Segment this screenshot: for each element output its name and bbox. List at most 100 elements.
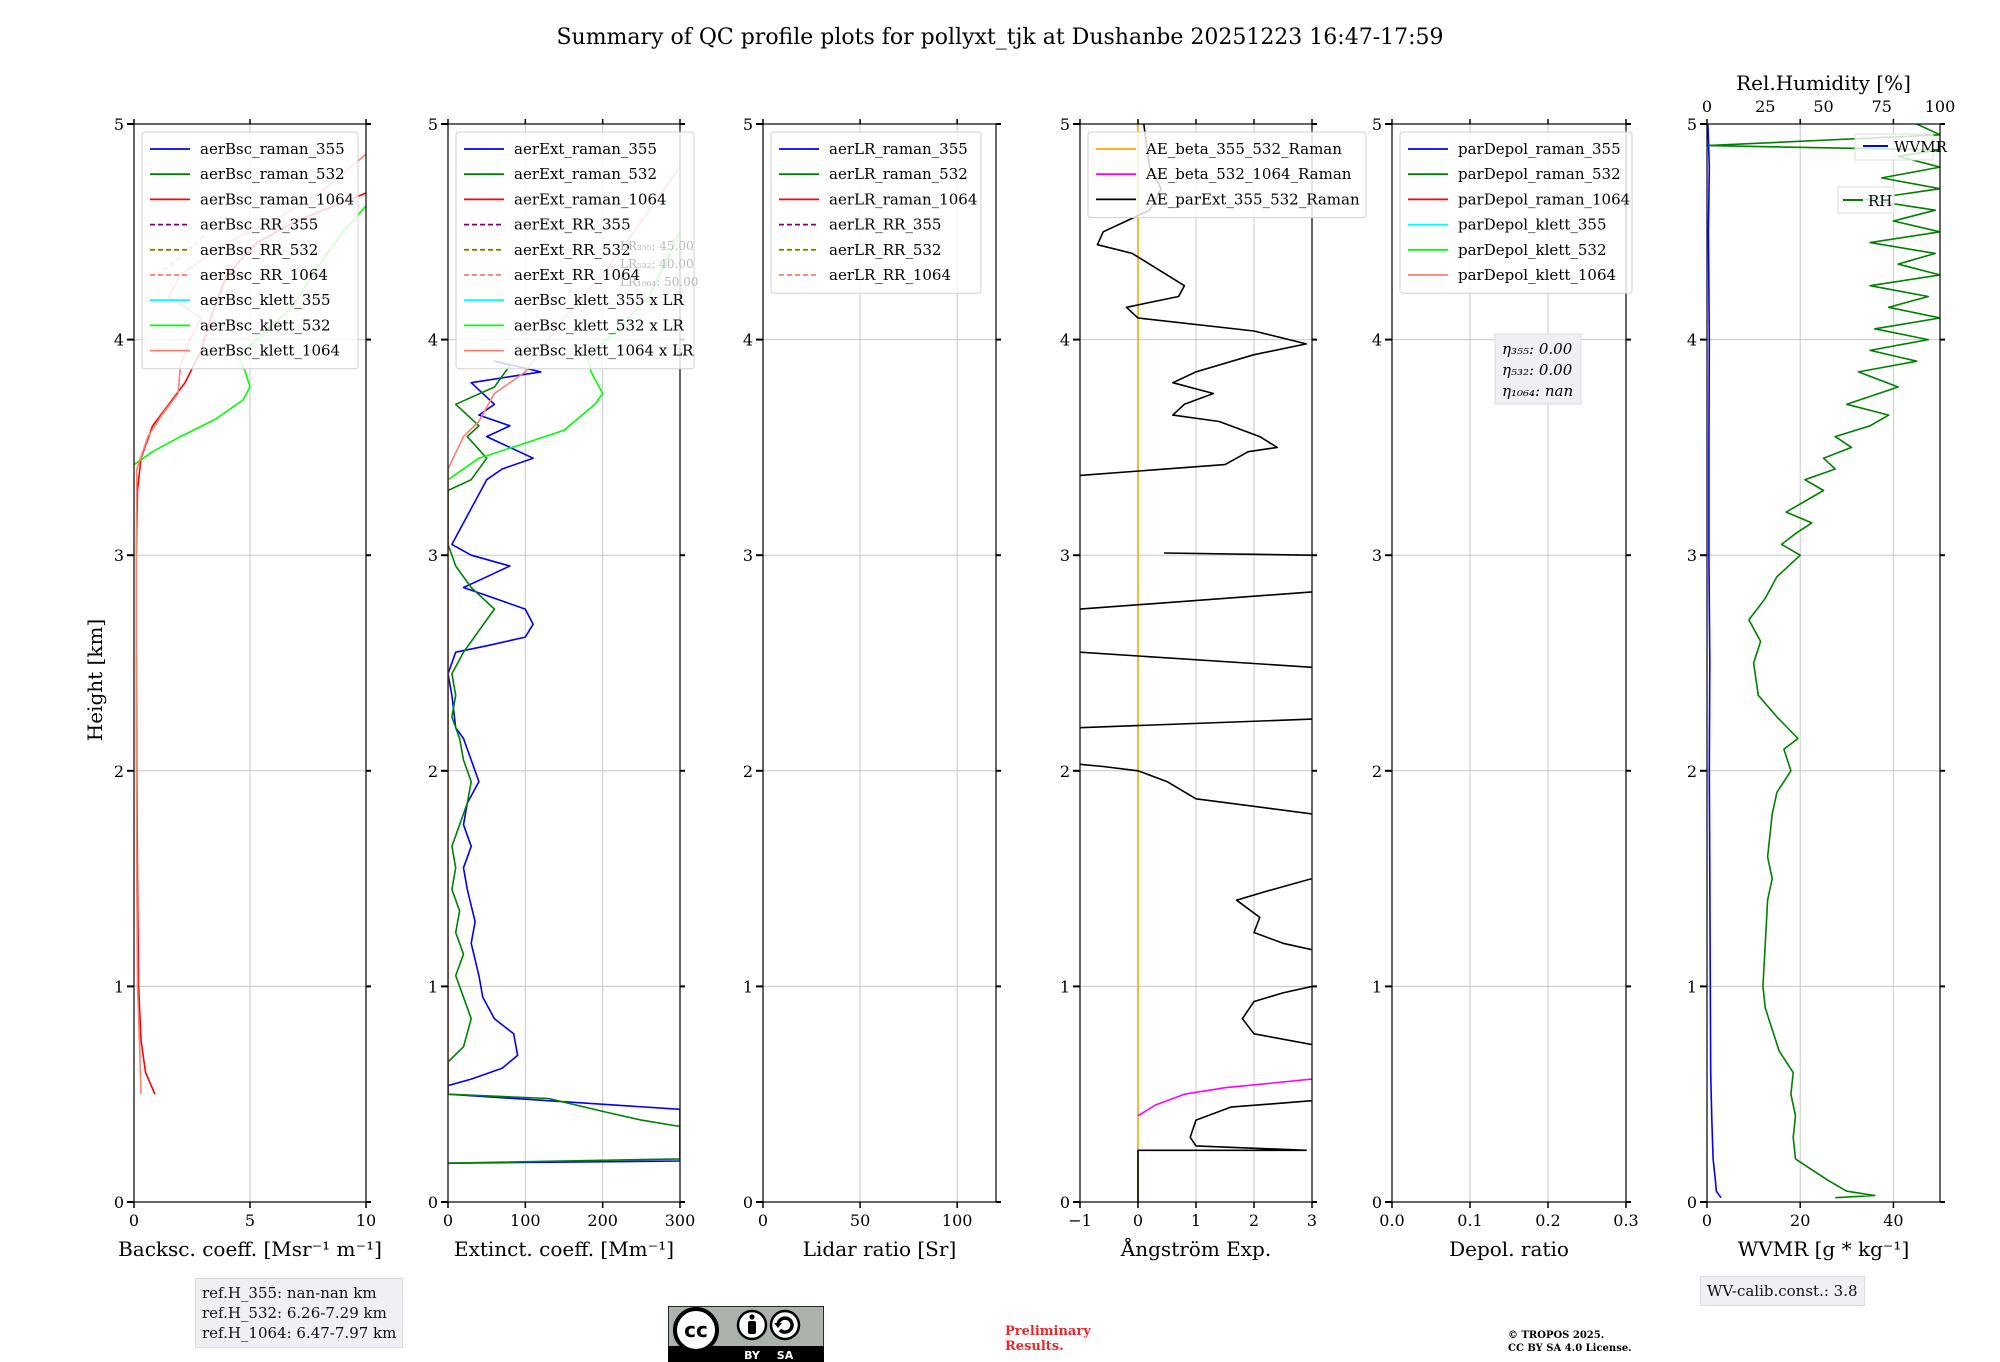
- x2-tick-label: 100: [1925, 97, 1956, 116]
- legend-item-label: aerExt_RR_1064: [514, 266, 640, 284]
- legend-item-label: aerBsc_raman_532: [200, 165, 345, 183]
- legend: aerExt_raman_355 aerExt_raman_532 aerExt_r…: [455, 131, 695, 370]
- y-axis-label: Height [km]: [83, 619, 107, 741]
- legend-box: [455, 131, 695, 370]
- x-tick-label: 0.3: [1613, 1211, 1638, 1230]
- legend-item-label: aerBsc_klett_532 x LR: [514, 316, 685, 334]
- x2-axis-label: Rel.Humidity [%]: [1736, 71, 1911, 95]
- x-tick-label: −1: [1068, 1211, 1092, 1230]
- cc-logo-icon: [673, 1307, 719, 1353]
- legend-label: RH: [1868, 192, 1892, 210]
- legend-item-label: parDepol_raman_532: [1458, 165, 1621, 183]
- legend-item-label: aerLR_raman_532: [829, 165, 968, 183]
- wv-calibration-box: WV-calib.const.: 3.8: [1700, 1276, 1865, 1306]
- lidar-ratio-label: LR₁₀₆₄: 50.00: [620, 275, 698, 289]
- x2-tick-label: 0: [1702, 97, 1712, 116]
- y-tick-label: 3: [743, 546, 753, 565]
- legend-box: [1087, 131, 1367, 219]
- x-tick-label: 2: [1249, 1211, 1259, 1230]
- legend-item-label: parDepol_raman_355: [1458, 140, 1621, 158]
- chart-panel-depolarization: 0 1 2 3 4 5 0.0 0.1 0.2 0.3 Depol. ratio parDepol_r…: [1372, 115, 1639, 1261]
- series-line-ae-parext-355-532-raman: [1164, 552, 1312, 556]
- reference-height-box: ref.H_355: nan-nan km ref.H_532: 6.26-7.…: [195, 1278, 404, 1348]
- plot-area: [1392, 124, 1626, 1202]
- ref-height-1064: ref.H_1064: 6.47-7.97 km: [202, 1324, 397, 1342]
- lidar-ratio-label: LR₃₅₅: 45.00: [620, 239, 694, 253]
- sa-label: SA: [777, 1349, 794, 1362]
- legend-item-label: aerLR_RR_355: [829, 216, 941, 234]
- legend-item-label: AE_beta_355_532_Raman: [1145, 140, 1342, 158]
- legend-item-label: aerExt_raman_355: [514, 140, 657, 158]
- y-tick-label: 3: [1687, 546, 1697, 565]
- y-tick-label: 4: [428, 331, 438, 350]
- series-line-wvmr: [1707, 124, 1722, 1199]
- series-line-ae-parext-355-532-raman: [1080, 763, 1312, 815]
- x-axis-label: Ångström Exp.: [1120, 1236, 1271, 1261]
- x-tick-label: 0: [758, 1211, 768, 1230]
- y-tick-label: 0: [1060, 1193, 1070, 1212]
- copyright-line-1: © TROPOS 2025.: [1508, 1330, 1605, 1341]
- x-tick-label: 3: [1307, 1211, 1317, 1230]
- y-tick-label: 1: [1372, 977, 1382, 996]
- x-tick-label: 20: [1790, 1211, 1810, 1230]
- series-line-ae-parext-355-532-raman: [1137, 1099, 1312, 1202]
- y-tick-label: 3: [1060, 546, 1070, 565]
- by-label: BY: [744, 1349, 761, 1362]
- eta-value: η₁₀₆₄: nan: [1502, 382, 1573, 400]
- series-group: [1080, 124, 1312, 1202]
- x-tick-label: 10: [356, 1211, 376, 1230]
- eta-values-box: η₃₅₅: 0.00 η₅₃₂: 0.00 η₁₀₆₄: nan: [1494, 333, 1582, 405]
- x2-tick-label: 25: [1755, 97, 1775, 116]
- x2-tick-label: 50: [1813, 97, 1833, 116]
- x-tick-label: 0: [1702, 1211, 1712, 1230]
- x-tick-label: 300: [665, 1211, 696, 1230]
- legend-item-label: aerExt_raman_532: [514, 165, 657, 183]
- x-axis-label: WVMR [g * kg⁻¹]: [1738, 1237, 1910, 1261]
- y-tick-label: 5: [1687, 115, 1697, 134]
- y-tick-label: 0: [428, 1193, 438, 1212]
- x2-tick-label: 75: [1872, 97, 1892, 116]
- y-tick-label: 2: [1687, 762, 1697, 781]
- ref-height-355: ref.H_355: nan-nan km: [202, 1284, 377, 1302]
- series-group: [1707, 124, 1940, 1199]
- legend-item-label: parDepol_klett_355: [1458, 216, 1607, 234]
- y-tick-label: 0: [1687, 1193, 1697, 1212]
- series-line-aerext-raman-355: [448, 360, 680, 1164]
- legend-item-label: aerLR_raman_1064: [829, 190, 977, 208]
- x-tick-label: 40: [1883, 1211, 1903, 1230]
- legend-item-label: aerBsc_raman_1064: [200, 190, 354, 208]
- legend-item-label: parDepol_klett_532: [1458, 241, 1607, 259]
- legend-box: [1399, 131, 1633, 294]
- y-tick-label: 3: [114, 546, 124, 565]
- preliminary-line-2: Results.: [1005, 1339, 1064, 1354]
- figure-title: Summary of QC profile plots for pollyxt_…: [556, 25, 1443, 50]
- legend: parDepol_raman_355 parDepol_raman_532 parD…: [1399, 131, 1633, 294]
- y-tick-label: 2: [1060, 762, 1070, 781]
- legend-item-label: aerLR_raman_355: [829, 140, 968, 158]
- eta-value: η₅₃₂: 0.00: [1502, 361, 1573, 379]
- legend-wvmr: WVMR: [1854, 133, 1948, 161]
- x-tick-label: 100: [510, 1211, 541, 1230]
- y-tick-label: 0: [743, 1193, 753, 1212]
- series-line-ae-parext-355-532-raman: [1241, 985, 1312, 1046]
- x-tick-label: 1: [1191, 1211, 1201, 1230]
- y-tick-label: 5: [1372, 115, 1382, 134]
- eta-value: η₃₅₅: 0.00: [1502, 340, 1573, 358]
- preliminary-line-1: Preliminary: [1005, 1324, 1091, 1339]
- y-tick-label: 5: [1060, 115, 1070, 134]
- y-tick-label: 2: [743, 762, 753, 781]
- y-tick-label: 3: [428, 546, 438, 565]
- legend-rh: RH: [1837, 186, 1895, 214]
- eta-box-bg: [1494, 333, 1582, 405]
- y-tick-label: 4: [1372, 331, 1382, 350]
- plot-area: [1707, 124, 1940, 1202]
- series-line-ae-parext-355-532-raman: [1080, 718, 1312, 729]
- x-tick-label: 0.0: [1379, 1211, 1404, 1230]
- x-axis-label: Lidar ratio [Sr]: [803, 1237, 957, 1261]
- y-tick-label: 3: [1372, 546, 1382, 565]
- legend-item-label: parDepol_raman_1064: [1458, 190, 1630, 208]
